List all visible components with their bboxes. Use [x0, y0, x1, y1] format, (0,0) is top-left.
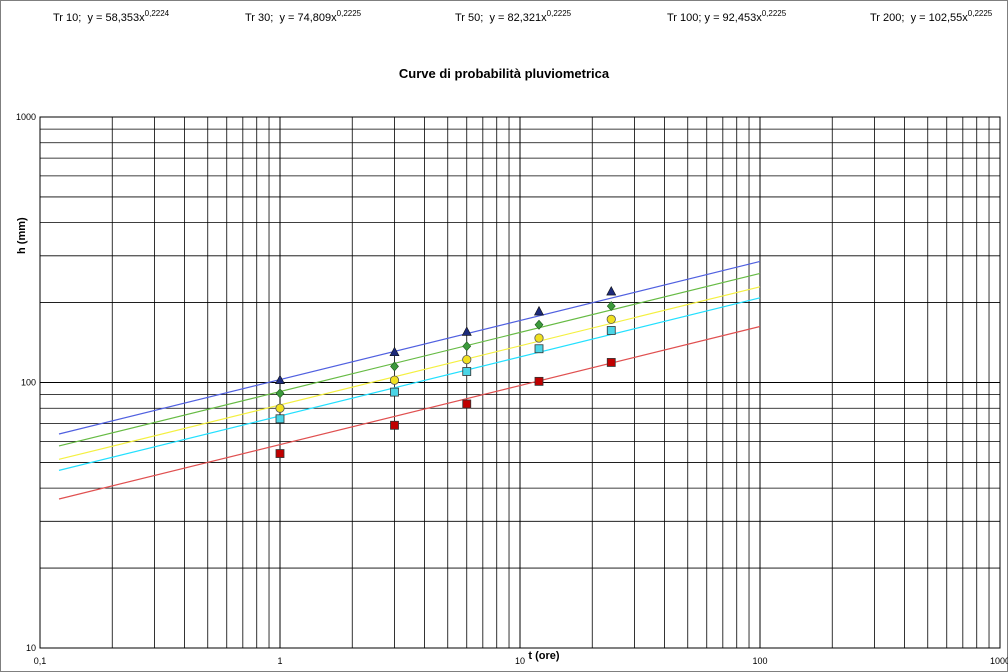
- marker-series-4: [389, 346, 400, 357]
- marker-series-3: [462, 341, 472, 352]
- gridlines: [39, 116, 1001, 649]
- trendlines: [58, 260, 761, 500]
- y-tick-label: 1000: [16, 112, 36, 122]
- x-tick-label: 1000: [990, 656, 1008, 666]
- x-tick-label: 100: [752, 656, 767, 666]
- equation-tr10: Tr 10; y = 58,353x0,2224: [53, 9, 170, 25]
- data-markers: [275, 285, 617, 458]
- x-axis-label: t (ore): [528, 650, 560, 662]
- equation-tr100: Tr 100; y = 92,453x0,2225: [667, 9, 787, 25]
- marker-series-2: [389, 375, 400, 385]
- marker-series-0: [534, 376, 544, 386]
- equation-tr200: Tr 200; y = 102,55x0,2225: [870, 9, 993, 25]
- marker-series-4: [275, 374, 285, 385]
- marker-series-0: [390, 420, 399, 430]
- marker-series-1: [606, 326, 616, 335]
- marker-series-2: [275, 403, 285, 413]
- marker-series-3: [275, 388, 285, 399]
- marker-series-4: [606, 285, 617, 296]
- plot-border: [39, 116, 1001, 649]
- marker-series-0: [606, 358, 616, 367]
- marker-series-1: [390, 387, 399, 397]
- y-tick-label: 10: [26, 643, 36, 653]
- marker-series-0: [275, 449, 285, 458]
- trendline-0: [58, 325, 761, 500]
- marker-series-4: [461, 326, 472, 336]
- marker-series-1: [462, 367, 472, 376]
- equation-tr30: Tr 30; y = 74,809x0,2225: [245, 9, 362, 25]
- x-tick-label: 10: [515, 656, 525, 666]
- equation-tr50: Tr 50; y = 82,321x0,2225: [455, 9, 572, 25]
- trendline-3: [58, 272, 761, 447]
- marker-series-1: [534, 344, 544, 354]
- marker-series-1: [275, 414, 285, 424]
- marker-series-4: [534, 305, 545, 316]
- tick-labels: 0,1 1 10 100 1000 10 100 1000: [16, 112, 1008, 666]
- marker-series-2: [534, 333, 544, 343]
- marker-series-0: [462, 399, 472, 409]
- x-tick-label: 1: [277, 656, 282, 666]
- chart-title: Curve di probabilità pluviometrica: [398, 66, 610, 81]
- marker-series-3: [390, 361, 399, 372]
- marker-series-2: [462, 354, 472, 365]
- trendline-4: [58, 260, 761, 435]
- y-tick-label: 100: [21, 378, 36, 388]
- marker-series-3: [534, 319, 544, 330]
- trendline-2: [58, 286, 761, 460]
- marker-series-2: [606, 314, 616, 324]
- marker-series-3: [606, 301, 616, 312]
- trendline-1: [58, 297, 761, 471]
- x-tick-label: 0,1: [34, 656, 47, 666]
